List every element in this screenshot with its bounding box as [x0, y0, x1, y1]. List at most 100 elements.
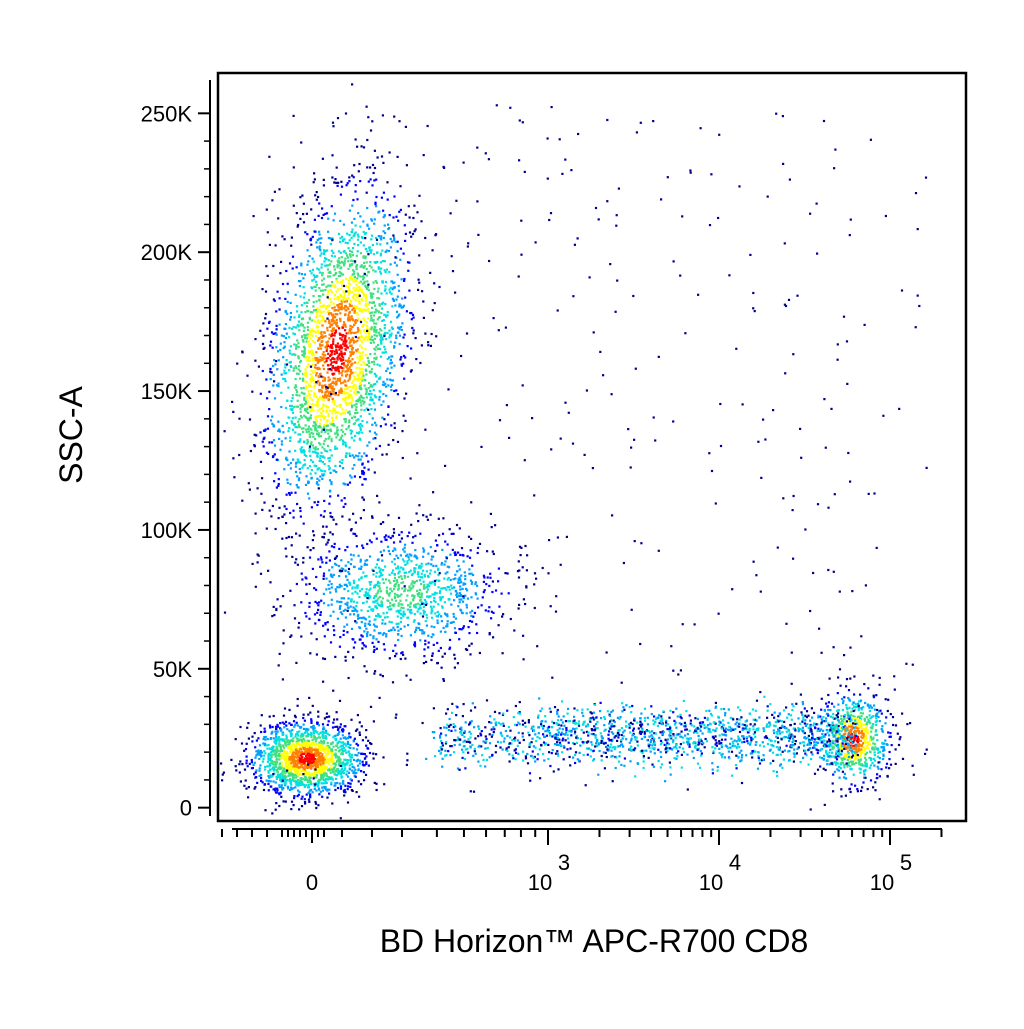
event-point	[330, 586, 333, 589]
event-point	[460, 574, 463, 577]
event-point	[308, 762, 312, 765]
event-point	[350, 304, 353, 307]
event-point	[343, 412, 346, 415]
event-point	[287, 770, 290, 773]
event-point	[464, 574, 467, 578]
event-point	[310, 746, 313, 749]
event-point	[325, 588, 328, 591]
event-point	[276, 771, 279, 774]
event-point	[442, 626, 445, 629]
event-point	[335, 471, 338, 474]
event-point	[443, 652, 446, 655]
event-point	[296, 399, 299, 402]
event-point	[332, 366, 335, 369]
event-point	[367, 622, 370, 625]
event-point	[292, 777, 295, 780]
event-point	[345, 445, 348, 448]
event-point	[448, 585, 451, 589]
event-point	[264, 312, 268, 316]
event-point	[435, 615, 438, 618]
event-point	[272, 364, 275, 368]
event-point	[330, 583, 333, 586]
event-point	[329, 275, 332, 278]
event-point	[314, 738, 317, 741]
event-point	[300, 416, 303, 419]
event-point	[338, 730, 341, 733]
event-point	[381, 604, 384, 607]
event-point	[267, 789, 270, 792]
event-point	[349, 474, 352, 477]
event-point	[303, 414, 306, 417]
event-point	[333, 409, 336, 412]
event-point	[348, 289, 351, 292]
event-point	[389, 378, 392, 381]
event-point	[376, 599, 379, 602]
event-point	[322, 572, 326, 575]
event-point	[349, 350, 352, 354]
event-point	[440, 620, 443, 623]
event-point	[359, 225, 362, 228]
event-point	[347, 279, 350, 282]
event-point	[290, 536, 293, 539]
event-point	[307, 425, 310, 428]
event-point	[353, 464, 356, 467]
event-point	[308, 255, 311, 258]
event-point	[279, 791, 282, 794]
event-point	[364, 363, 367, 366]
event-point	[335, 590, 338, 593]
event-point	[365, 407, 368, 410]
event-point	[344, 791, 347, 794]
event-point	[347, 589, 350, 593]
event-point	[359, 368, 362, 371]
event-point	[422, 316, 425, 319]
event-point	[351, 454, 354, 457]
event-point	[458, 592, 462, 595]
event-point	[335, 290, 338, 293]
event-point	[488, 606, 491, 609]
event-point	[328, 263, 331, 266]
event-point	[295, 744, 298, 747]
event-point	[262, 757, 265, 761]
event-point	[324, 449, 327, 452]
event-point	[317, 483, 320, 486]
event-point	[302, 329, 305, 333]
event-point	[402, 567, 405, 570]
event-point	[456, 559, 459, 562]
event-point	[352, 512, 355, 515]
event-point	[390, 292, 393, 295]
event-point	[467, 535, 471, 538]
event-point	[403, 613, 406, 616]
event-point	[326, 796, 329, 799]
event-point	[327, 376, 330, 379]
event-point	[337, 309, 340, 312]
event-point	[352, 656, 355, 659]
event-point	[297, 372, 300, 375]
event-point	[311, 704, 314, 707]
event-point	[315, 588, 318, 591]
event-point	[287, 430, 290, 433]
event-point	[260, 751, 264, 754]
event-point	[350, 763, 353, 766]
event-point	[504, 572, 507, 575]
event-point	[332, 736, 335, 739]
event-point	[329, 531, 332, 534]
event-point	[352, 422, 355, 426]
event-point	[308, 780, 312, 784]
event-point	[305, 741, 308, 744]
event-point	[407, 604, 410, 607]
event-point	[416, 592, 419, 595]
event-point	[400, 634, 403, 638]
event-point	[331, 327, 334, 330]
event-point	[414, 337, 417, 340]
event-point	[318, 793, 321, 796]
event-point	[308, 756, 311, 759]
event-point	[388, 592, 391, 595]
event-point	[314, 423, 318, 426]
event-point	[312, 371, 315, 374]
event-point	[406, 575, 410, 578]
event-point	[348, 754, 351, 757]
event-point	[327, 720, 330, 723]
event-point	[341, 775, 344, 778]
event-point	[372, 650, 375, 653]
event-point	[274, 755, 277, 758]
